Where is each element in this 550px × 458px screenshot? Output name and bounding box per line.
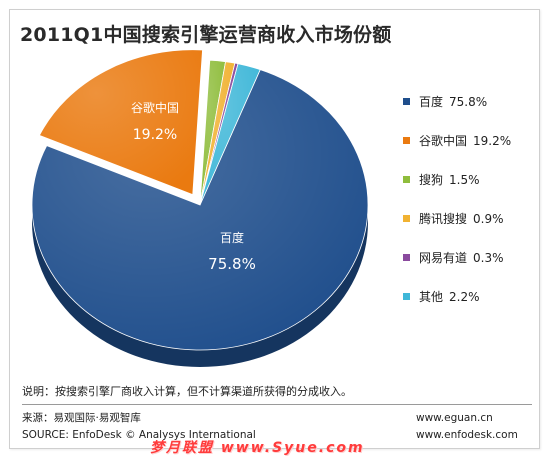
slice-name-label-1: 百度: [220, 230, 244, 245]
legend-value: 19.2%: [473, 133, 512, 148]
legend-label: 腾讯搜搜: [419, 212, 468, 226]
legend-item: 谷歌中国 19.2%: [403, 121, 538, 160]
pie-slice-gloss-6: [200, 63, 261, 206]
legend-label: 搜狗: [419, 173, 444, 187]
pie-slice-gloss-2: [39, 49, 203, 195]
chart-legend: 百度 75.8% 谷歌中国 19.2% 搜狗 1.5% 腾讯搜搜 0.9% 网易有道 0.3% 其他…: [403, 82, 538, 316]
source-en: SOURCE: EnfoDesk © Analysys Internationa…: [22, 429, 256, 441]
chart-note: 说明：按搜索引擎厂商收入计算，但不计算渠道所获得的分成收入。: [22, 385, 352, 398]
source-block: 来源：易观国际·易观智库 SOURCE: EnfoDesk © Analysys…: [22, 410, 256, 444]
legend-label: 网易有道: [419, 251, 468, 265]
legend-swatch: [403, 176, 410, 183]
legend-item: 百度 75.8%: [403, 82, 538, 121]
watermark-text: 梦月联盟 www.Syue.com: [150, 440, 365, 456]
slice-value-label-1: 75.8%: [208, 255, 256, 273]
url-enfodesk: www.enfodesk.com: [416, 429, 518, 441]
url-block: www.eguan.cn www.enfodesk.com: [416, 410, 518, 444]
url-eguan: www.eguan.cn: [416, 412, 493, 424]
legend-label: 百度: [419, 95, 444, 109]
source-cn: 来源：易观国际·易观智库: [22, 412, 141, 424]
legend-item: 搜狗 1.5%: [403, 160, 538, 199]
legend-value: 0.9%: [473, 211, 504, 226]
legend-item: 其他 2.2%: [403, 277, 538, 316]
legend-value: 2.2%: [449, 289, 480, 304]
legend-item: 网易有道 0.3%: [403, 238, 538, 277]
legend-label: 谷歌中国: [419, 134, 468, 148]
footer-divider: [22, 404, 532, 405]
chart-title: 2011Q1中国搜索引擎运营商收入市场份额: [20, 24, 392, 46]
legend-swatch: [403, 215, 410, 222]
legend-swatch: [403, 98, 410, 105]
legend-swatch: [403, 293, 410, 300]
slice-name-label-2: 谷歌中国: [131, 100, 179, 115]
legend-value: 75.8%: [449, 94, 488, 109]
slice-value-label-2: 19.2%: [133, 127, 177, 143]
legend-label: 其他: [419, 290, 444, 304]
legend-swatch: [403, 137, 410, 144]
legend-item: 腾讯搜搜 0.9%: [403, 199, 538, 238]
legend-value: 1.5%: [449, 172, 480, 187]
legend-value: 0.3%: [473, 250, 504, 265]
pie-slice-gloss-1: [31, 69, 368, 350]
legend-swatch: [403, 254, 410, 261]
